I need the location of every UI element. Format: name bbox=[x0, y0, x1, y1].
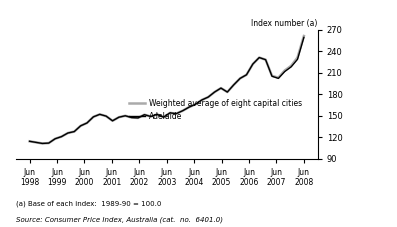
Weighted average of eight capital cities bbox=[212, 91, 217, 93]
Weighted average of eight capital cities bbox=[34, 141, 39, 144]
Text: (a) Base of each index:  1989-90 = 100.0: (a) Base of each index: 1989-90 = 100.0 bbox=[16, 201, 161, 207]
Weighted average of eight capital cities bbox=[116, 116, 121, 118]
Adelaide bbox=[193, 103, 198, 106]
Adelaide bbox=[174, 112, 179, 115]
Adelaide bbox=[219, 87, 224, 89]
Weighted average of eight capital cities bbox=[263, 58, 268, 61]
Weighted average of eight capital cities bbox=[123, 114, 128, 117]
Weighted average of eight capital cities bbox=[66, 132, 70, 134]
Adelaide bbox=[263, 58, 268, 61]
Weighted average of eight capital cities bbox=[276, 76, 281, 79]
Adelaide bbox=[289, 66, 293, 68]
Weighted average of eight capital cities bbox=[110, 119, 115, 122]
Adelaide bbox=[116, 116, 121, 118]
Weighted average of eight capital cities bbox=[225, 91, 230, 93]
Adelaide bbox=[40, 142, 45, 145]
Adelaide bbox=[238, 77, 243, 80]
Adelaide bbox=[301, 36, 306, 39]
Adelaide bbox=[72, 130, 77, 133]
Adelaide bbox=[212, 91, 217, 93]
Weighted average of eight capital cities bbox=[91, 116, 96, 118]
Adelaide bbox=[53, 137, 58, 140]
Adelaide bbox=[161, 116, 166, 118]
Weighted average of eight capital cities bbox=[85, 122, 89, 124]
Adelaide bbox=[180, 109, 185, 112]
Weighted average of eight capital cities bbox=[238, 77, 243, 80]
Line: Adelaide: Adelaide bbox=[30, 37, 304, 143]
Adelaide bbox=[123, 114, 128, 117]
Weighted average of eight capital cities bbox=[155, 113, 160, 116]
Adelaide bbox=[59, 135, 64, 138]
Adelaide bbox=[155, 113, 160, 116]
Adelaide bbox=[282, 70, 287, 73]
Weighted average of eight capital cities bbox=[257, 56, 262, 59]
Weighted average of eight capital cities bbox=[59, 135, 64, 138]
Adelaide bbox=[66, 132, 70, 134]
Text: Source: Consumer Price Index, Australia (cat.  no.  6401.0): Source: Consumer Price Index, Australia … bbox=[16, 217, 223, 223]
Weighted average of eight capital cities bbox=[180, 109, 185, 112]
Adelaide bbox=[85, 122, 89, 124]
Weighted average of eight capital cities bbox=[251, 63, 255, 65]
Weighted average of eight capital cities bbox=[46, 142, 51, 144]
Weighted average of eight capital cities bbox=[104, 115, 108, 118]
Weighted average of eight capital cities bbox=[206, 96, 210, 99]
Weighted average of eight capital cities bbox=[78, 124, 83, 127]
Adelaide bbox=[199, 99, 204, 101]
Weighted average of eight capital cities bbox=[244, 73, 249, 76]
Weighted average of eight capital cities bbox=[40, 142, 45, 145]
Adelaide bbox=[257, 56, 262, 59]
Adelaide bbox=[244, 73, 249, 76]
Weighted average of eight capital cities bbox=[97, 113, 102, 116]
Weighted average of eight capital cities bbox=[199, 99, 204, 101]
Text: Index number (a): Index number (a) bbox=[251, 19, 318, 28]
Line: Weighted average of eight capital cities: Weighted average of eight capital cities bbox=[30, 36, 304, 143]
Weighted average of eight capital cities bbox=[231, 84, 236, 86]
Weighted average of eight capital cities bbox=[282, 69, 287, 72]
Weighted average of eight capital cities bbox=[289, 64, 293, 67]
Adelaide bbox=[136, 117, 141, 119]
Adelaide bbox=[187, 106, 191, 109]
Weighted average of eight capital cities bbox=[193, 103, 198, 106]
Adelaide bbox=[97, 113, 102, 116]
Weighted average of eight capital cities bbox=[27, 140, 32, 143]
Adelaide bbox=[104, 115, 108, 118]
Weighted average of eight capital cities bbox=[295, 56, 300, 59]
Adelaide bbox=[91, 116, 96, 118]
Weighted average of eight capital cities bbox=[168, 111, 172, 114]
Weighted average of eight capital cities bbox=[148, 115, 153, 118]
Adelaide bbox=[206, 96, 210, 99]
Adelaide bbox=[225, 91, 230, 93]
Weighted average of eight capital cities bbox=[129, 116, 134, 119]
Adelaide bbox=[110, 119, 115, 122]
Weighted average of eight capital cities bbox=[53, 137, 58, 140]
Weighted average of eight capital cities bbox=[161, 116, 166, 118]
Weighted average of eight capital cities bbox=[219, 87, 224, 89]
Weighted average of eight capital cities bbox=[174, 112, 179, 115]
Adelaide bbox=[148, 115, 153, 118]
Adelaide bbox=[27, 140, 32, 143]
Adelaide bbox=[34, 141, 39, 144]
Adelaide bbox=[231, 84, 236, 86]
Weighted average of eight capital cities bbox=[187, 106, 191, 109]
Adelaide bbox=[295, 58, 300, 61]
Legend: Weighted average of eight capital cities, Adelaide: Weighted average of eight capital cities… bbox=[126, 96, 305, 124]
Weighted average of eight capital cities bbox=[72, 130, 77, 133]
Weighted average of eight capital cities bbox=[270, 74, 274, 77]
Weighted average of eight capital cities bbox=[142, 113, 147, 116]
Adelaide bbox=[78, 124, 83, 127]
Adelaide bbox=[142, 113, 147, 116]
Adelaide bbox=[168, 111, 172, 114]
Weighted average of eight capital cities bbox=[301, 35, 306, 37]
Weighted average of eight capital cities bbox=[136, 117, 141, 119]
Adelaide bbox=[46, 142, 51, 144]
Adelaide bbox=[270, 75, 274, 78]
Adelaide bbox=[251, 63, 255, 65]
Adelaide bbox=[276, 77, 281, 80]
Adelaide bbox=[129, 116, 134, 119]
